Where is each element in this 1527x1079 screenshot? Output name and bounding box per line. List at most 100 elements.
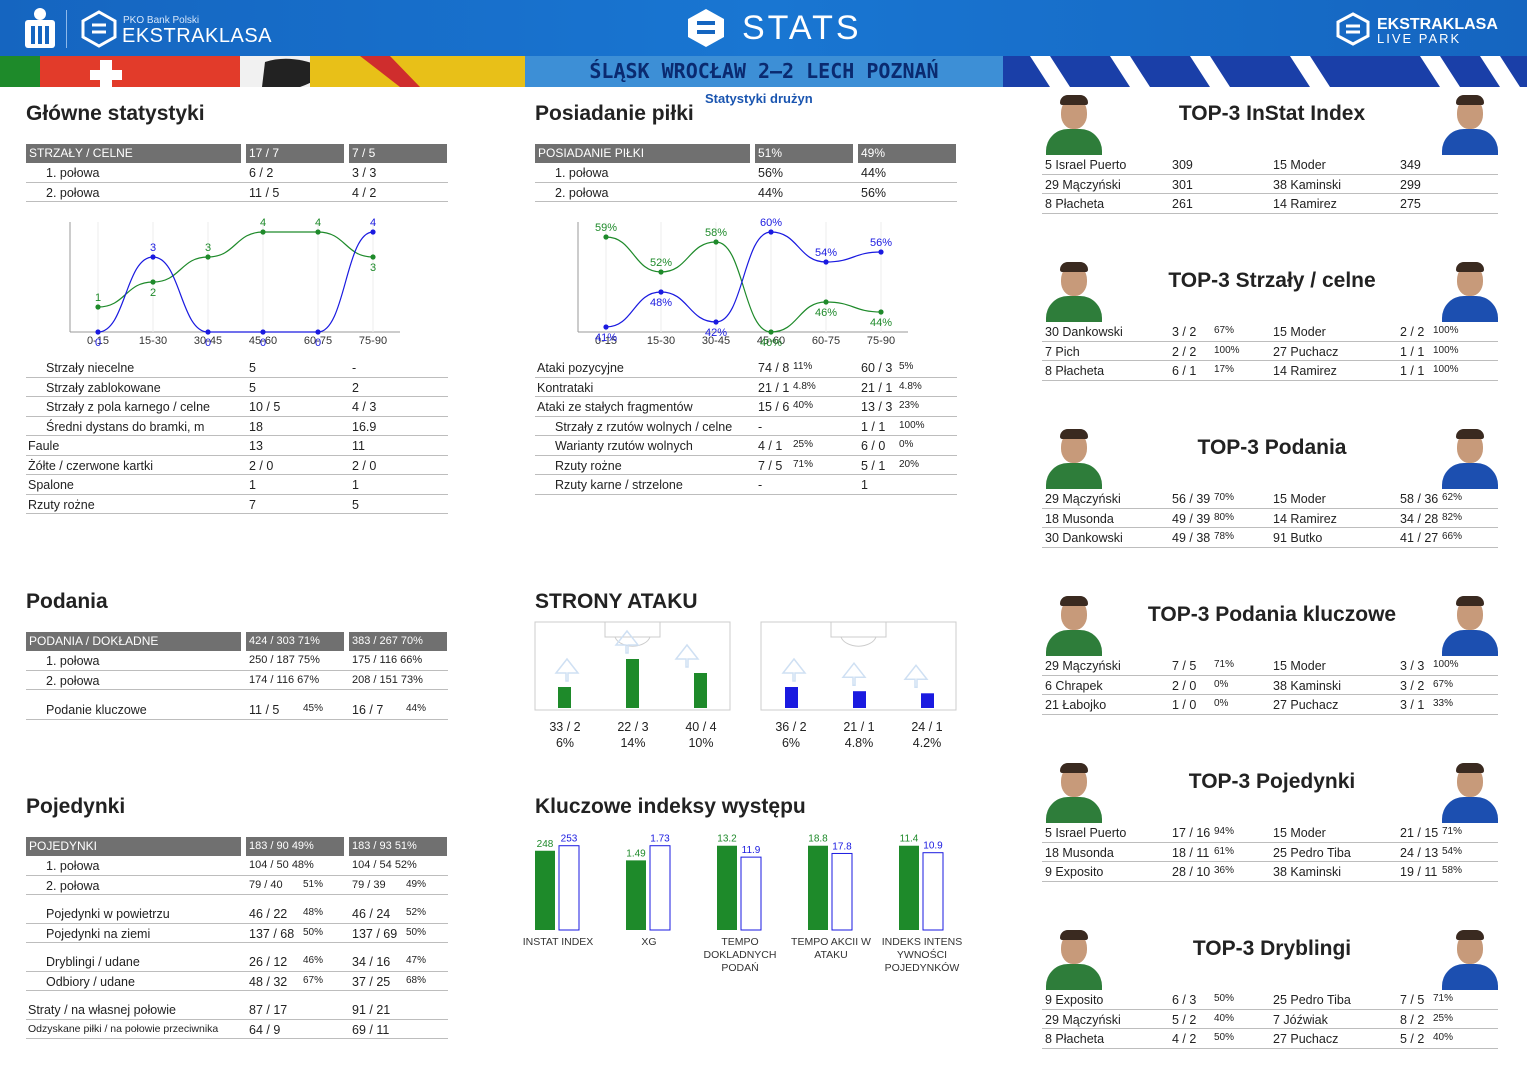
table-cell: 2 / 0 (352, 458, 377, 473)
table-cell: 1 (352, 478, 359, 492)
table-cell: Kontrataki (537, 380, 594, 395)
table-cell: 1. połowa (46, 166, 100, 180)
table-cell: 16 / 7 (352, 703, 384, 717)
key-bar-home (717, 845, 737, 930)
table-cell: 51% (303, 878, 324, 890)
table-cell: 25% (793, 439, 814, 450)
table-row: Rzuty rożne 7 5 (26, 495, 448, 514)
attack-pct: 14% (620, 736, 645, 750)
table-cell: 14 Ramirez (1273, 197, 1337, 211)
arrow-icon (903, 664, 929, 689)
table-cell: 11 / 5 (249, 185, 280, 200)
main-stats-table: STRZAŁY / CELNE 17 / 7 7 / 5 1. połowa 6 / 2… (26, 144, 448, 202)
table-row: Kontrataki 21 / 1 4.8% 21 / 1 4.8% (535, 378, 957, 397)
table-cell: Odbiory / udane (46, 974, 135, 989)
table-row: Strzały niecelne 5 - (26, 358, 448, 378)
table-cell: 21 / 1 (758, 380, 790, 395)
table-cell: 2 / 2 (1172, 344, 1197, 359)
table-cell: 10 / 5 (249, 400, 281, 414)
table-cell: 250 / 187 75% (249, 654, 320, 666)
table-cell: 4 / 3 (352, 400, 377, 414)
table-cell: 68% (406, 974, 427, 986)
table-row: Pojedynki na ziemi 137 / 68 50% 137 / 69 50% (26, 924, 448, 943)
key-indices-chart: 248 253 1.49 1.73 13.2 11.9 18.8 17.8 11.4 10.9 (535, 834, 944, 931)
data-label: 44% (870, 317, 892, 329)
table-row: 1. połowa 56% 44% (535, 163, 957, 183)
key-bar-away (558, 845, 580, 931)
table-cell: 78% (1214, 531, 1235, 542)
table-cell: 87 / 17 (249, 1003, 288, 1017)
series-line (97, 231, 374, 333)
table-cell: 91 / 21 (352, 1003, 391, 1017)
top3-row: 29 Mączyński 56 / 39 70% 15 Moder 58 / 36 62% (1042, 489, 1498, 509)
attack-count: 24 / 1 (911, 720, 942, 734)
top3-row: 18 Musonda 18 / 11 61% 25 Pedro Tiba 24 / 13… (1042, 843, 1498, 862)
player-photo (1442, 761, 1498, 823)
table-cell: Ataki ze stałych fragmentów (537, 400, 693, 414)
table-cell: 7 (249, 497, 256, 512)
attack-bar (626, 659, 639, 708)
data-point (823, 299, 829, 305)
table-row: Pojedynki w powietrzu 46 / 22 48% 46 / 24 52… (26, 904, 448, 924)
table-cell: 11% (793, 361, 813, 372)
possession-timeline-chart: 0-15 15-30 30-45 45-60 60-75 75-90 59% 52% 58% 40… (577, 217, 908, 349)
table-row: 2. połowa 79 / 40 51% 79 / 39 49% (26, 876, 448, 895)
table-cell: 15 Moder (1273, 325, 1326, 339)
top3-title: TOP-3 Podania kluczowe (1147, 603, 1397, 626)
table-cell: 19 / 11 (1400, 865, 1438, 879)
table-cell: 79 / 39 (352, 878, 386, 891)
key-value-home: 11.4 (900, 834, 919, 845)
table-cell: 44% (406, 703, 427, 714)
data-label: 59% (595, 222, 617, 234)
table-cell: 17% (1214, 364, 1235, 375)
table-cell: 49% (406, 878, 427, 890)
table-cell: 1 (861, 478, 868, 492)
table-cell: STRZAŁY / CELNE (26, 144, 241, 163)
player-photo (1046, 761, 1102, 823)
data-point (205, 254, 211, 260)
table-row: Strzały z pola karnego / celne 10 / 5 4 / … (26, 397, 448, 417)
table-cell: Rzuty rożne (555, 458, 622, 473)
table-cell: 7 / 5 (758, 458, 783, 473)
table-header: PODANIA / DOKŁADNE 424 / 303 71% 383 / 267… (26, 632, 448, 651)
table-row: 1. połowa 250 / 187 75% 175 / 116 66% (26, 651, 448, 671)
table-cell: 100% (1433, 659, 1459, 670)
table-cell: 50% (406, 926, 427, 938)
table-cell: 2. połowa (46, 673, 100, 688)
key-value-away: 11.9 (742, 845, 761, 856)
table-cell: 5 (352, 497, 359, 512)
ekstraklasa-logo-icon (81, 10, 117, 48)
data-point (260, 229, 266, 235)
x-tick-label: 45-60 (249, 335, 277, 347)
table-cell: Strzały z rzutów wolnych / celne (555, 419, 733, 434)
data-label: 0 (205, 337, 211, 349)
table-cell: 4 / 1 (758, 439, 783, 453)
table-row: Żółte / czerwone kartki 2 / 0 2 / 0 (26, 456, 448, 475)
data-label: 4 (315, 217, 321, 229)
table-cell: 9 Exposito (1045, 865, 1104, 879)
table-cell: 29 Mączyński (1045, 177, 1121, 192)
table-cell: 61% (1214, 845, 1235, 857)
data-point (370, 229, 376, 235)
data-point (370, 254, 376, 260)
passes-table: PODANIA / DOKŁADNE 424 / 303 71% 383 / 267… (26, 632, 448, 720)
table-cell: 25 Pedro Tiba (1273, 993, 1351, 1007)
data-point (150, 279, 156, 285)
key-bar-home (899, 845, 919, 930)
top3-row: 7 Pich 2 / 2 100% 27 Puchacz 1 / 1 100% (1042, 342, 1498, 361)
club-banner (0, 56, 1527, 87)
table-cell: 71% (1214, 659, 1235, 670)
data-label: 52% (650, 257, 672, 269)
table-cell: 4 / 2 (1172, 1032, 1197, 1046)
table-cell: 261 (1172, 197, 1193, 211)
top3-row: 30 Dankowski 49 / 38 78% 91 Butko 41 / 27 66% (1042, 528, 1498, 548)
player-photo (1046, 93, 1102, 155)
table-cell: 71% (1433, 993, 1454, 1004)
key-index-label: INSTAT INDEX (522, 936, 594, 948)
table-cell: 58 / 36 (1400, 492, 1439, 506)
top3-table: 29 Mączyński 7 / 5 71% 15 Moder 3 / 3 100% 6 C… (1042, 656, 1498, 715)
table-cell: 9 Exposito (1045, 993, 1104, 1007)
series-line (97, 231, 374, 308)
table-cell: 38 Kaminski (1273, 865, 1342, 879)
x-tick-label: 0-15 (87, 335, 109, 347)
